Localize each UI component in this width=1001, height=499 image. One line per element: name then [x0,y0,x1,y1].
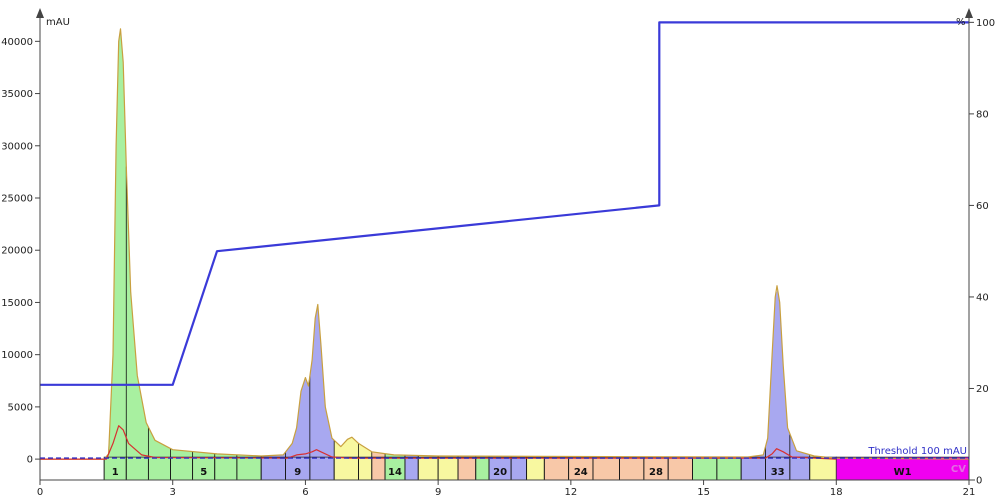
y-left-tick-label-0: 0 [27,455,33,466]
y-right-tick-label-4: 80 [976,109,989,120]
fraction-box-15 [417,456,439,481]
y-axis-left-arrow [36,8,44,18]
fraction-box-14 [404,456,419,481]
series-line-uv [40,28,970,460]
waste-label-0: W1 [894,467,912,478]
y-right-tick-label-3: 60 [976,201,989,212]
y-right-tick-label-0: 0 [976,476,982,487]
threshold-label: Threshold 100 mAU [867,446,967,457]
fraction-label-8: 9 [294,467,301,478]
fraction-box-6 [236,456,262,481]
fraction-box-30 [740,456,766,481]
y-left-tick-label-2: 10000 [1,350,33,361]
fraction-label-4: 5 [200,467,207,478]
fraction-box-5 [214,456,238,481]
fraction-box-7 [260,456,286,481]
x-tick-label-3: 9 [435,487,441,498]
fraction-box-28 [692,456,718,481]
y-left-tick-label-6: 30000 [1,141,33,152]
fraction-area-32 [789,433,810,460]
y-left-tick-label-5: 25000 [1,194,33,205]
fraction-box-24 [592,456,620,481]
fraction-box-16 [437,456,459,481]
fraction-box-18 [475,456,490,481]
fraction-box-17 [457,456,477,481]
series-line-uv2 [40,425,837,460]
x-tick-label-6: 18 [830,487,843,498]
x-tick-label-0: 0 [37,487,43,498]
series-layer [40,21,970,460]
overlay-layer: Threshold 100 mAU CV [40,446,969,475]
fraction-box-3 [170,456,194,481]
fraction-box-27 [667,456,693,481]
y-right-tick-label-5: 100 [976,18,995,29]
fraction-box-2 [147,456,171,481]
fraction-area-11 [358,443,372,460]
fraction-label-26: 28 [649,467,663,478]
fraction-label-23: 24 [574,467,588,478]
series-line-gradient [40,21,969,386]
axes-layer: mAU % [36,8,975,481]
fraction-label-0: 1 [112,467,119,478]
fraction-label-13: 14 [388,467,402,478]
x-tick-label-4: 12 [564,487,577,498]
fraction-bands: 1 5 9 14 20 24 28 33 W1 [103,31,970,481]
fraction-box-21 [526,456,545,481]
tick-layer: 0 3 6 9 12 15 18 210500010000150002000025000300… [1,18,995,498]
fraction-area-8 [285,376,310,460]
end-marker-label: CV [951,464,966,475]
fraction-area-10 [334,437,359,460]
fraction-box-25 [619,456,645,481]
fraction-label-31: 33 [771,467,785,478]
y-axis-right-label: % [956,17,966,28]
y-left-tick-label-1: 5000 [8,402,33,413]
fraction-box-10 [333,456,359,481]
fraction-box-20 [510,456,528,481]
x-tick-label-7: 21 [963,487,976,498]
fraction-box-32 [789,456,811,481]
fraction-area-1 [126,166,149,460]
y-axis-right-arrow [965,8,973,18]
fraction-box-9 [309,456,335,481]
fraction-box-11 [358,456,373,481]
y-axis-left-label: mAU [46,17,70,28]
y-left-tick-label-8: 40000 [1,37,33,48]
x-tick-label-1: 3 [170,487,176,498]
fraction-area-9 [309,306,335,460]
y-right-tick-label-2: 40 [976,292,989,303]
fraction-label-19: 20 [493,467,507,478]
fraction-box-29 [716,456,742,481]
y-left-tick-label-4: 20000 [1,246,33,257]
fraction-box-12 [371,456,386,481]
x-tick-label-5: 15 [697,487,710,498]
fraction-box-33 [809,456,837,481]
fraction-area-31 [765,289,790,460]
fraction-box-22 [543,456,570,481]
y-left-tick-label-3: 15000 [1,298,33,309]
y-left-tick-label-7: 35000 [1,89,33,100]
fraction-box-1 [125,456,149,481]
y-right-tick-label-1: 20 [976,384,989,395]
x-tick-label-2: 6 [302,487,308,498]
